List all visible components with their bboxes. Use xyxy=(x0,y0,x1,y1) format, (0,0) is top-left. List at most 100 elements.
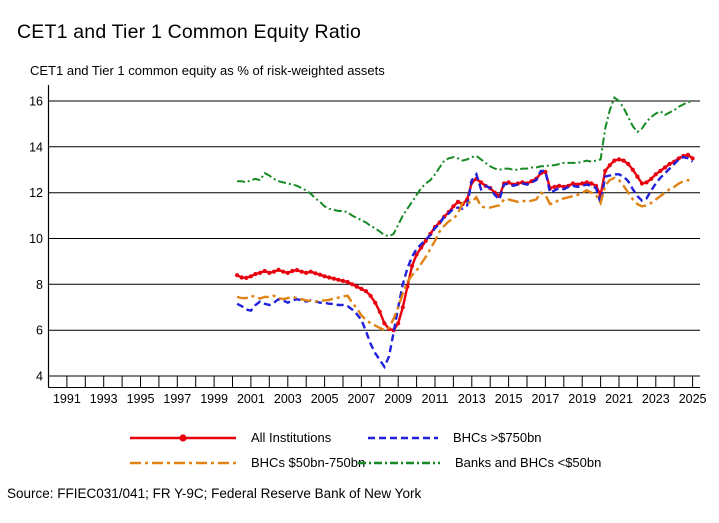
series-marker-0 xyxy=(603,168,608,173)
series-marker-0 xyxy=(262,268,267,274)
series-marker-0 xyxy=(359,286,364,291)
series-marker-0 xyxy=(345,279,350,285)
x-tick-label: 1997 xyxy=(163,392,191,406)
x-tick-label: 1991 xyxy=(53,392,81,406)
series-marker-0 xyxy=(635,174,640,179)
series-marker-0 xyxy=(354,284,359,289)
x-tick-label: 1993 xyxy=(90,392,118,406)
series-marker-0 xyxy=(322,274,327,279)
series-marker-0 xyxy=(290,268,295,274)
series-marker-0 xyxy=(377,309,382,314)
y-tick-label: 12 xyxy=(29,186,43,200)
series-line-3 xyxy=(237,96,693,238)
series-marker-0 xyxy=(373,300,378,305)
series-marker-0 xyxy=(612,158,617,163)
series-marker-0 xyxy=(281,269,286,274)
x-tick-label: 2015 xyxy=(495,392,523,406)
series-marker-0 xyxy=(607,163,612,168)
series-marker-0 xyxy=(304,270,309,275)
series-marker-0 xyxy=(667,161,672,167)
series-marker-0 xyxy=(248,274,253,279)
legend-item-bhcs-gt-750bn: BHCs >$750bn xyxy=(366,430,542,445)
legend-swatch-bhcs-gt-750bn-icon xyxy=(368,436,438,439)
legend-label-banks-lt-50bn: Banks and BHCs <$50bn xyxy=(455,455,602,470)
series-marker-0 xyxy=(382,321,387,326)
legend-item-bhcs-50-750bn: BHCs $50bn-750bn xyxy=(128,455,365,470)
series-marker-0 xyxy=(308,269,313,274)
series-marker-0 xyxy=(244,275,249,280)
series-marker-0 xyxy=(621,158,626,163)
series-marker-0 xyxy=(644,180,649,185)
series-marker-0 xyxy=(235,273,240,278)
series-marker-0 xyxy=(340,278,346,283)
x-tick-label: 2003 xyxy=(274,392,302,406)
series-marker-0 xyxy=(294,268,300,273)
series-marker-0 xyxy=(285,270,290,275)
x-tick-label: 2013 xyxy=(458,392,486,406)
legend-item-banks-lt-50bn: Banks and BHCs <$50bn xyxy=(356,455,601,470)
source-note: Source: FFIEC031/041; FR Y-9C; Federal R… xyxy=(7,486,422,501)
series-marker-0 xyxy=(451,204,456,209)
series-marker-0 xyxy=(276,267,281,272)
series-marker-0 xyxy=(649,176,654,181)
series-marker-0 xyxy=(676,156,681,161)
x-tick-label: 2009 xyxy=(384,392,412,406)
x-tick-label: 2007 xyxy=(347,392,375,406)
series-marker-0 xyxy=(363,289,369,294)
axis-units-caption: CET1 and Tier 1 common equity as % of ri… xyxy=(30,63,385,78)
series-marker-0 xyxy=(336,277,341,282)
series-marker-0 xyxy=(331,276,336,281)
series-marker-0 xyxy=(658,168,663,173)
series-marker-0 xyxy=(639,181,645,186)
series-marker-0 xyxy=(653,172,658,177)
y-tick-label: 8 xyxy=(36,278,43,292)
x-tick-label: 2023 xyxy=(642,392,670,406)
x-tick-label: 1999 xyxy=(200,392,228,406)
series-marker-0 xyxy=(584,180,589,185)
x-tick-label: 1995 xyxy=(127,392,155,406)
legend-label-bhcs-gt-750bn: BHCs >$750bn xyxy=(453,430,542,445)
series-marker-0 xyxy=(267,270,272,275)
series-line-0 xyxy=(236,153,694,332)
legend-label-bhcs-50-750bn: BHCs $50bn-750bn xyxy=(251,455,366,470)
x-tick-label: 2017 xyxy=(531,392,559,406)
series-marker-0 xyxy=(685,152,691,157)
series-marker-0 xyxy=(253,271,258,277)
x-tick-label: 2011 xyxy=(422,392,449,406)
series-marker-0 xyxy=(313,271,318,276)
x-tick-label: 2005 xyxy=(311,392,339,406)
series-marker-0 xyxy=(589,181,594,186)
series-marker-0 xyxy=(662,165,668,170)
chart-title: CET1 and Tier 1 Common Equity Ratio xyxy=(17,21,362,43)
series-marker-0 xyxy=(630,167,635,172)
y-tick-label: 6 xyxy=(36,324,43,338)
series-marker-0 xyxy=(455,199,461,204)
series-marker-0 xyxy=(350,282,355,287)
series-marker-0 xyxy=(423,238,428,243)
x-tick-label: 2025 xyxy=(679,392,707,406)
legend-item-all-institutions: All Institutions xyxy=(128,430,331,445)
series-marker-0 xyxy=(317,272,323,277)
series-marker-0 xyxy=(409,263,415,269)
y-tick-label: 14 xyxy=(29,140,43,154)
y-tick-label: 10 xyxy=(29,232,43,246)
series-marker-0 xyxy=(414,252,419,257)
series-marker-0 xyxy=(552,184,557,189)
series-marker-0 xyxy=(543,169,548,175)
series-marker-0 xyxy=(616,157,622,162)
series-marker-0 xyxy=(690,156,695,161)
series-marker-0 xyxy=(400,305,405,310)
series-line-1 xyxy=(236,155,694,370)
legend-swatch-bhcs-50-750bn-icon xyxy=(130,461,236,464)
series-marker-0 xyxy=(626,161,631,167)
legend-marker xyxy=(179,433,187,442)
x-tick-label: 2001 xyxy=(237,392,265,406)
series-marker-0 xyxy=(258,270,263,275)
series-marker-0 xyxy=(271,269,276,274)
series-marker-0 xyxy=(570,181,576,186)
x-tick-label: 2021 xyxy=(605,392,633,406)
legend-swatch-all-institutions-icon xyxy=(130,433,236,442)
legend-label-all-institutions: All Institutions xyxy=(251,430,332,445)
legend-swatch-banks-lt-50bn-icon xyxy=(358,461,440,464)
